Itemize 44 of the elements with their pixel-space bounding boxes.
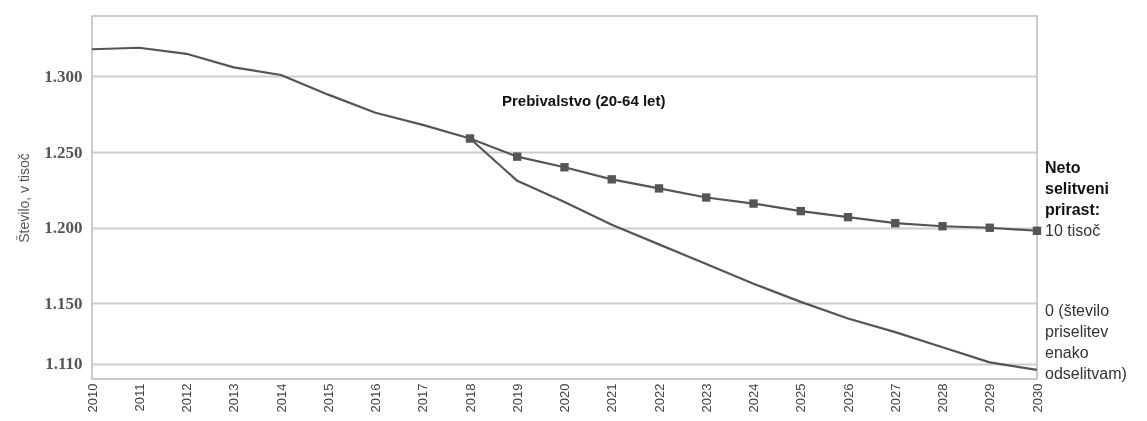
x-tick-label: 2030 xyxy=(1029,383,1045,413)
series-label: 10 tisoč xyxy=(1045,221,1101,239)
y-tick-label: 1.300 xyxy=(44,67,83,86)
legend-title: Neto selitveni prirast: xyxy=(1045,158,1110,218)
annotation: Prebivalstvo (20-64 let) xyxy=(502,92,666,109)
x-tick-label: 2026 xyxy=(840,383,856,413)
x-tick-label: 2027 xyxy=(887,383,903,413)
x-tick-label: 2017 xyxy=(415,383,431,413)
series-label: 0 (število priselitev enako odselitvam) xyxy=(1045,301,1127,382)
point xyxy=(843,212,853,222)
point xyxy=(560,163,569,172)
point xyxy=(1032,226,1042,235)
x-tick-label: 2021 xyxy=(604,383,620,413)
x-tick-label: 2015 xyxy=(320,383,336,413)
x-tick-label: 2020 xyxy=(557,383,572,413)
y-tick-label: 1.150 xyxy=(44,293,83,313)
point xyxy=(702,193,711,202)
point xyxy=(654,184,664,193)
point xyxy=(749,199,758,208)
x-tick-label: 2022 xyxy=(651,383,667,413)
point xyxy=(465,134,475,143)
x-tick-label: 2025 xyxy=(793,383,809,413)
point xyxy=(607,175,616,184)
y-tick-label: 1.250 xyxy=(44,142,83,162)
x-tick-label: 2013 xyxy=(226,383,242,413)
x-tick-label: 2018 xyxy=(462,383,478,413)
y-tick-label: 1.200 xyxy=(44,218,83,238)
x-tick-label: 2011 xyxy=(131,383,147,412)
x-tick-label: 2012 xyxy=(179,383,194,413)
y-tick-label: 1.110 xyxy=(45,354,83,374)
point xyxy=(985,223,994,232)
x-tick-label: 2016 xyxy=(368,383,383,413)
y-axis-title: Število, v tisoč xyxy=(16,153,33,243)
x-tick-label: 2029 xyxy=(982,383,998,413)
x-tick-label: 2028 xyxy=(935,383,950,413)
x-tick-label: 2023 xyxy=(698,383,714,413)
x-tick-label: 2024 xyxy=(746,383,761,413)
point xyxy=(513,152,522,161)
x-tick-label: 2014 xyxy=(273,383,289,413)
point xyxy=(796,206,805,216)
x-tick-label: 2010 xyxy=(84,383,100,413)
x-tick-label: 2019 xyxy=(509,383,525,413)
point xyxy=(938,222,947,231)
point xyxy=(891,219,900,228)
